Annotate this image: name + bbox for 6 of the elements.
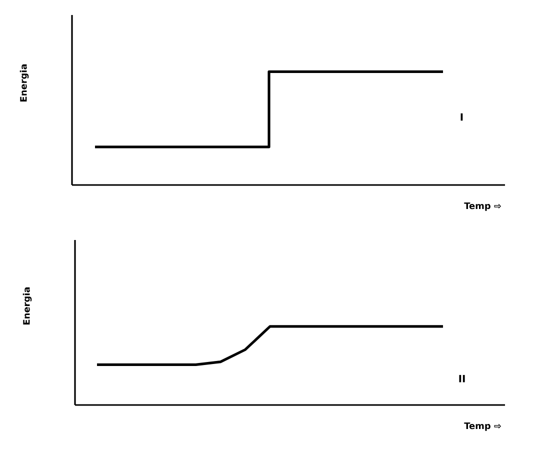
x-axis-title: Temp ⇨ [464, 422, 502, 431]
annotation: I [460, 113, 463, 121]
y-axis-title: Energia [22, 287, 32, 324]
text: II [459, 374, 465, 382]
y-axis-title: Energia [20, 64, 29, 102]
x-axis-title: Temp ⇨ [464, 202, 502, 211]
